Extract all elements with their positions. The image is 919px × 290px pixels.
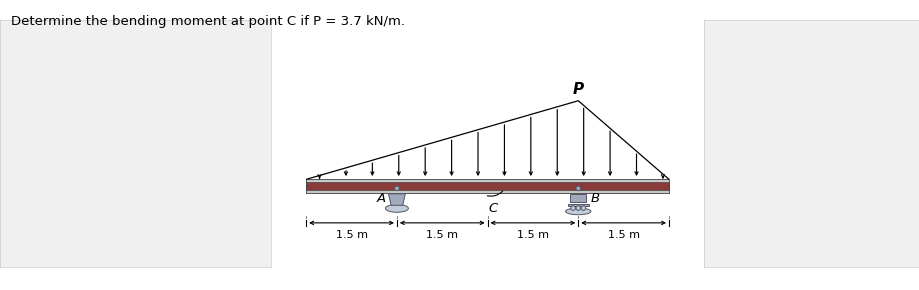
Text: 1.5 m: 1.5 m [335, 230, 368, 240]
Text: 1.5 m: 1.5 m [425, 230, 458, 240]
Circle shape [581, 206, 585, 210]
Polygon shape [570, 194, 585, 202]
Text: A: A [377, 192, 386, 204]
Circle shape [394, 186, 399, 191]
Ellipse shape [565, 208, 590, 215]
Circle shape [575, 206, 580, 210]
Text: 1.5 m: 1.5 m [516, 230, 549, 240]
Polygon shape [388, 194, 405, 205]
Text: B: B [590, 192, 599, 205]
Polygon shape [306, 179, 668, 182]
Text: Determine the bending moment at point C if P = 3.7 kN/m.: Determine the bending moment at point C … [11, 14, 404, 28]
Text: P: P [573, 82, 584, 97]
Polygon shape [306, 190, 668, 193]
Circle shape [575, 186, 580, 191]
Polygon shape [306, 179, 668, 193]
Circle shape [570, 206, 574, 210]
Text: 1.5 m: 1.5 m [607, 230, 639, 240]
Ellipse shape [385, 204, 408, 212]
Text: C: C [488, 202, 497, 215]
Polygon shape [567, 204, 588, 206]
